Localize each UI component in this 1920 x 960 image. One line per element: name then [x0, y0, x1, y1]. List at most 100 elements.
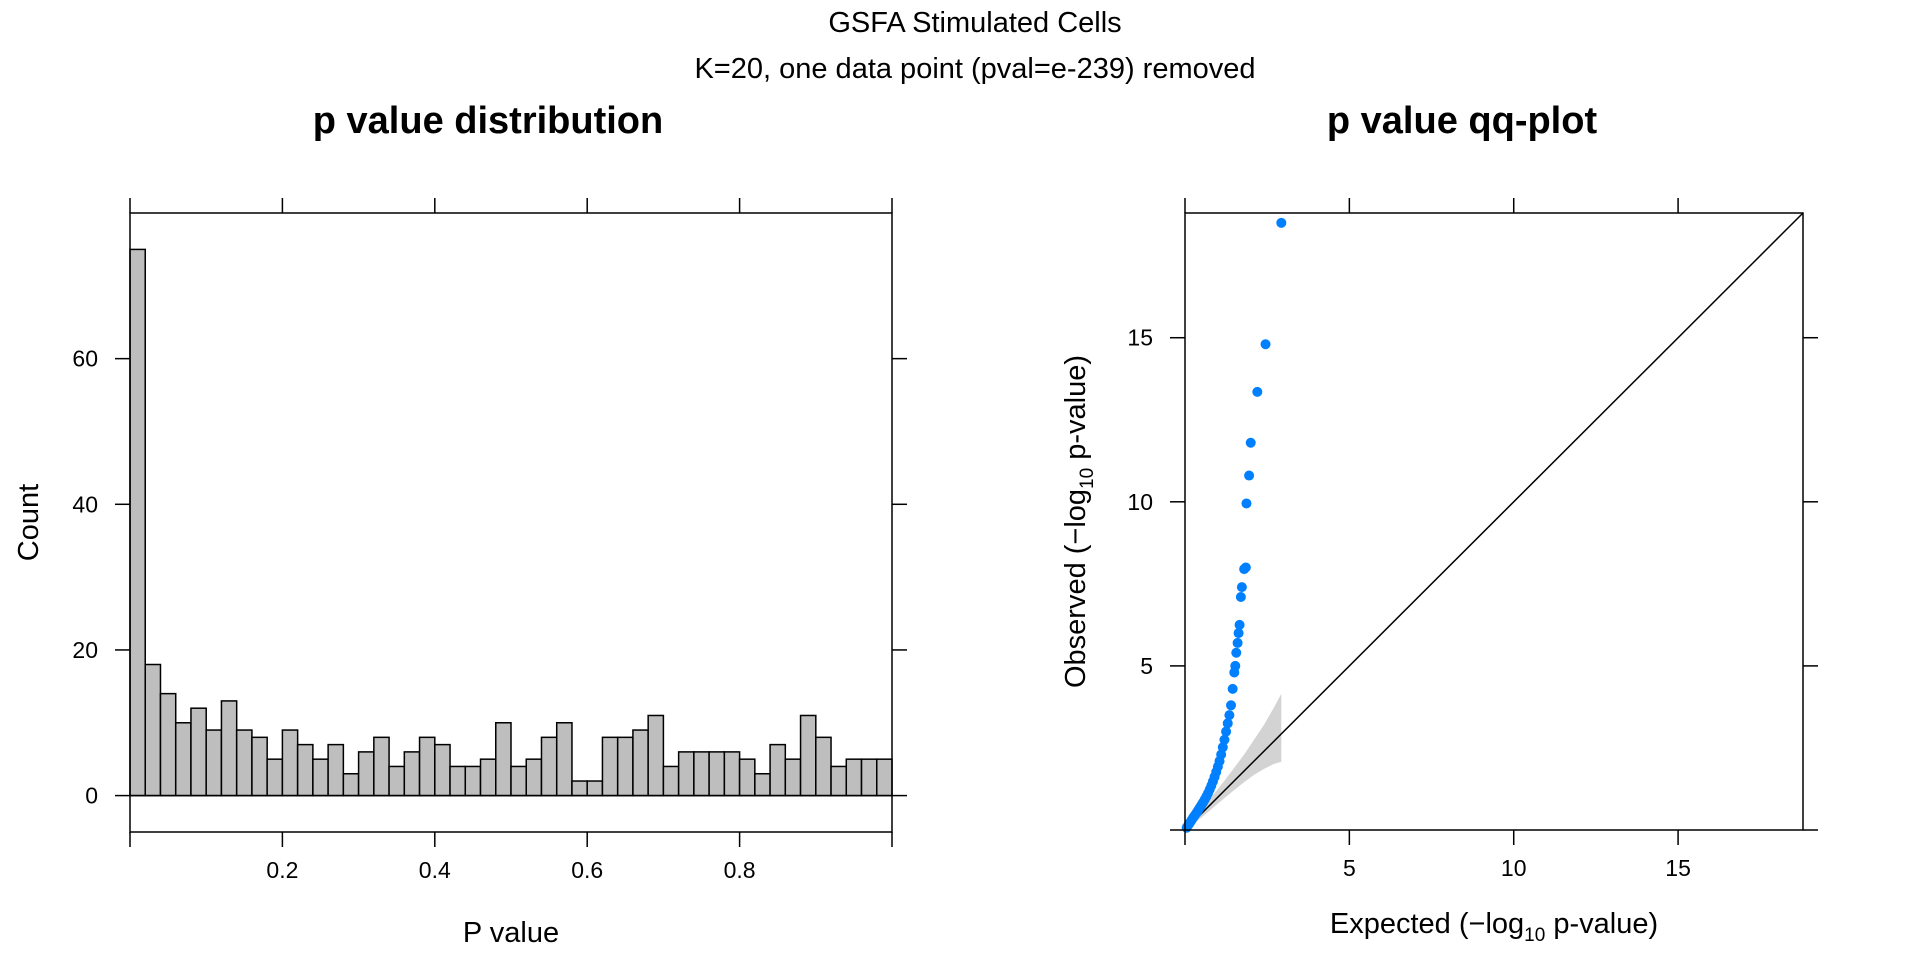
histogram-bar	[388, 765, 406, 797]
qqplot-point	[1240, 562, 1251, 573]
qqplot-reference-line	[1184, 212, 1804, 831]
qqplot-point	[1217, 742, 1228, 753]
histogram-bar	[220, 700, 238, 797]
histogram-bar	[693, 751, 710, 797]
qqplot-x-label-sub: 10	[1524, 925, 1545, 946]
histogram-bar	[251, 736, 268, 797]
histogram-frame	[129, 212, 893, 833]
qqplot-confidence-band	[1185, 693, 1282, 830]
qqplot-point	[1244, 470, 1255, 481]
qqplot-y-label-sub: 10	[1077, 468, 1098, 489]
histogram-bar	[312, 758, 329, 797]
histogram-x-tick-label: 0.6	[571, 857, 603, 883]
histogram-bar	[632, 729, 649, 797]
qqplot-point	[1241, 498, 1252, 509]
qqplot-point	[1221, 726, 1232, 737]
qqplot-point	[1233, 628, 1244, 639]
histogram-bar	[235, 729, 253, 797]
qqplot-point	[1224, 710, 1235, 721]
qqplot-x-label-log: log	[1485, 908, 1524, 940]
histogram-bar	[616, 736, 634, 797]
qqplot-frame	[1184, 212, 1804, 831]
histogram-bar	[403, 751, 421, 797]
qqplot-point	[1260, 339, 1271, 350]
histogram-x-tick-label: 0.8	[724, 857, 756, 883]
histogram-bar	[815, 736, 832, 797]
histogram-title: p value distribution	[313, 100, 663, 142]
qqplot-y-tick-label: 10	[1127, 489, 1153, 515]
qqplot-point	[1252, 386, 1263, 397]
histogram-bar	[479, 758, 497, 797]
qqplot-y-label-log: log	[1060, 489, 1092, 528]
histogram-bar	[830, 765, 848, 797]
histogram-bar	[449, 765, 467, 797]
qqplot-point	[1232, 637, 1243, 648]
qqplot-x-tick-label: 5	[1343, 855, 1356, 881]
histogram-ticks: 0.2 0.4 0.6 0.8 0 20 40 60	[72, 198, 907, 883]
qqplot-point	[1219, 734, 1230, 745]
histogram-bar	[190, 707, 207, 797]
histogram-y-tick-label: 20	[72, 637, 98, 663]
histogram-bar	[754, 772, 771, 797]
histogram-y-tick-label: 0	[85, 783, 98, 809]
histogram-panel: p value distribution 0.2 0.4 0.6 0.8 0 20 40 60…	[13, 100, 907, 949]
qqplot-x-tick-label: 15	[1665, 855, 1691, 881]
qqplot-point	[1245, 437, 1256, 448]
qqplot-point	[1235, 591, 1246, 602]
qqplot-x-label-prefix: Expected (	[1330, 908, 1469, 940]
histogram-bar	[799, 714, 817, 797]
qqplot-x-label: Expected (−log10 p-value)	[1330, 908, 1658, 946]
qqplot-title: p value qq-plot	[1327, 100, 1598, 142]
histogram-bar	[647, 714, 665, 797]
qqplot-x-label-minus: −	[1469, 908, 1486, 940]
qqplot-ticks: 5 10 15 5 10 15	[1127, 198, 1818, 881]
histogram-bar	[784, 758, 802, 797]
histogram-bar	[601, 736, 619, 797]
histogram-bar	[418, 736, 436, 797]
histogram-bar	[586, 780, 604, 797]
histogram-bar	[723, 751, 741, 797]
qqplot-y-label-suffix: p-value)	[1060, 355, 1092, 468]
histogram-bar	[434, 743, 451, 797]
qqplot-y-label-minus: −	[1060, 528, 1092, 545]
histogram-bar	[860, 758, 878, 797]
qqplot-x-label-suffix: p-value)	[1545, 908, 1658, 940]
histogram-bar	[266, 758, 284, 797]
histogram-bar	[876, 758, 893, 797]
histogram-y-tick-label: 60	[72, 346, 98, 372]
histogram-bar	[525, 758, 543, 797]
histogram-bar	[357, 751, 375, 797]
qqplot-y-label-prefix: Observed (	[1060, 544, 1092, 688]
histogram-bar	[510, 765, 527, 797]
qqplot-point	[1276, 217, 1287, 228]
histogram-bar	[662, 765, 680, 797]
histogram-y-tick-label: 40	[72, 491, 98, 517]
histogram-bar	[144, 663, 162, 797]
histogram-bar	[373, 736, 390, 797]
qqplot-point	[1230, 660, 1241, 671]
figure-title: GSFA Stimulated Cells	[828, 7, 1121, 39]
histogram-bar	[571, 780, 588, 797]
histogram-bar	[677, 751, 695, 797]
histogram-x-tick-label: 0.2	[266, 857, 298, 883]
histogram-bar	[540, 736, 558, 797]
qqplot-y-label: Observed (−log10 p-value)	[1060, 355, 1098, 688]
qqplot-point	[1234, 619, 1245, 630]
figure-subtitle: K=20, one data point (pval=e-239) remove…	[694, 53, 1255, 85]
histogram-bar	[159, 692, 177, 797]
qqplot-x-tick-label: 10	[1501, 855, 1527, 881]
qqplot-point	[1222, 718, 1233, 729]
qqplot-point	[1236, 582, 1247, 593]
histogram-bar	[129, 248, 146, 797]
histogram-bar	[738, 758, 756, 797]
histogram-bar	[845, 758, 863, 797]
qqplot-y-tick-label: 5	[1140, 653, 1153, 679]
histogram-y-label: Count	[13, 484, 45, 561]
histogram-bar	[205, 729, 223, 797]
histogram-bar	[769, 743, 787, 797]
histogram-x-tick-label: 0.4	[419, 857, 451, 883]
qqplot-point	[1231, 647, 1242, 658]
histogram-bar	[464, 765, 482, 797]
